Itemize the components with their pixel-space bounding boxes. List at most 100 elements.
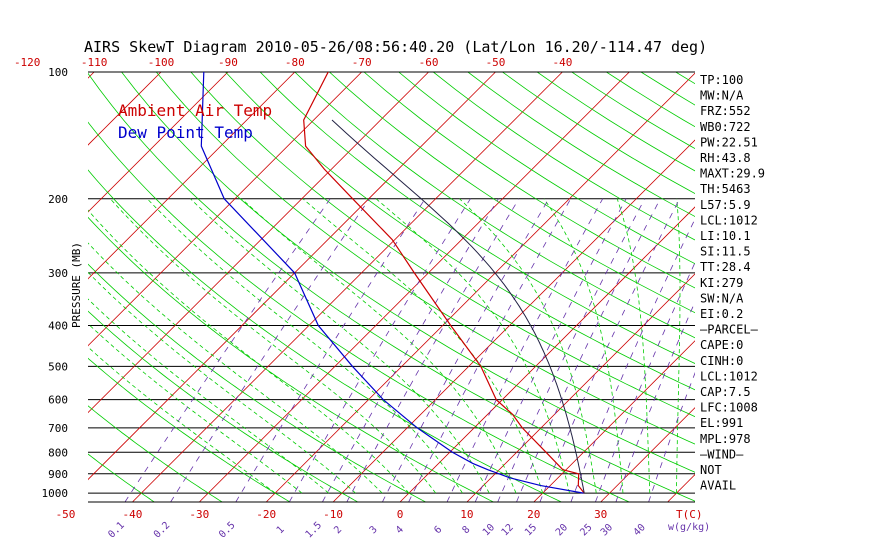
mixing-ratio-tick-label: 0.2 xyxy=(152,520,173,541)
dry-adiabat-line xyxy=(745,72,870,502)
isotherm-line xyxy=(88,72,296,280)
dry-adiabat-line xyxy=(467,72,695,217)
pressure-tick-label: 600 xyxy=(48,394,68,407)
index-entry: EL:991 xyxy=(700,416,743,430)
plot-area xyxy=(88,71,870,503)
dry-adiabat-line xyxy=(88,72,695,502)
pressure-tick-label: 400 xyxy=(48,320,68,333)
mixing-ratio-axis: 0.1 0.2 0.5 1 1.5 2 3 4 6 8 10 12 15 20 25 30 40 w(g/kg) xyxy=(106,520,710,541)
index-entry: TT:28.4 xyxy=(700,260,751,274)
mixing-ratio-tick-label: 0.1 xyxy=(106,520,127,541)
y-axis-label: PRESSURE (MB) xyxy=(70,242,83,328)
moist-adiabat-line xyxy=(302,198,544,494)
bottom-temp-tick-label: -30 xyxy=(189,508,209,521)
mixing-ratio-line xyxy=(595,261,695,502)
dry-adiabat-line xyxy=(88,405,223,502)
isotherm-line xyxy=(88,72,496,481)
mixing-ratio-line xyxy=(474,198,627,502)
dry-adiabat-line xyxy=(88,453,155,502)
dry-adiabat-line xyxy=(88,263,426,502)
index-entry: SW:N/A xyxy=(700,291,744,305)
chart-legend: Ambient Air Temp Dew Point Temp xyxy=(118,101,272,142)
index-entry: EI:0.2 xyxy=(700,307,743,321)
top-temp-tick-label: -70 xyxy=(352,56,372,69)
dry-adiabat-line xyxy=(225,72,695,391)
moist-adiabat-line xyxy=(543,198,624,494)
mixing-ratio-line xyxy=(408,198,572,502)
mixing-ratio-tick-label: 1 xyxy=(275,524,287,536)
mixing-ratio-line xyxy=(615,301,695,502)
dry-adiabat-line xyxy=(398,72,695,265)
mixing-ratio-tick-label: 1.5 xyxy=(304,520,325,541)
mixing-ratio-tick-label: 25 xyxy=(578,522,594,538)
moist-adiabat-line xyxy=(88,242,383,494)
dry-adiabat-line xyxy=(329,72,695,314)
pressure-tick-label: 800 xyxy=(48,446,68,459)
index-entry: TH:5463 xyxy=(700,182,751,196)
bottom-temp-tick-label: 20 xyxy=(527,508,540,521)
bottom-temp-tick-label: -40 xyxy=(122,508,142,521)
isotherm-line xyxy=(88,72,162,146)
isotherm-line xyxy=(199,72,630,502)
index-entry: LCL:1012 xyxy=(700,213,758,227)
pressure-tick-label: 300 xyxy=(48,267,68,280)
dry-adiabat-line xyxy=(88,169,562,502)
pressure-tick-label: 900 xyxy=(48,468,68,481)
mixing-ratio-line xyxy=(170,198,370,502)
mixing-ratio-tick-label: 8 xyxy=(460,524,472,536)
dry-adiabat-line xyxy=(294,72,695,339)
bottom-temp-tick-label: -50 xyxy=(56,508,76,521)
moist-adiabat-line xyxy=(676,198,681,494)
dry-adiabat-line xyxy=(363,72,695,289)
mixing-ratio-line xyxy=(346,198,520,502)
mixing-ratio-line xyxy=(322,198,499,502)
top-temp-tick-label: -80 xyxy=(285,56,305,69)
index-entry: FRZ:552 xyxy=(700,104,751,118)
mixing-ratio-tick-label: 6 xyxy=(432,524,444,536)
bottom-temp-tick-label: 30 xyxy=(594,508,607,521)
isotherm-line xyxy=(667,474,695,502)
dry-adiabat-line xyxy=(780,72,870,502)
mixing-ratio-line xyxy=(539,198,680,502)
index-entry: LI:10.1 xyxy=(700,229,751,243)
dry-adiabat-line xyxy=(88,121,630,502)
mixing-ratio-line xyxy=(516,198,661,502)
pressure-axis: PRESSURE (MB) 100 200 300 400 500 600 700 800 90… xyxy=(42,66,84,500)
top-temp-tick-label: -50 xyxy=(486,56,506,69)
mixing-ratio-line xyxy=(288,198,471,502)
mixing-ratio-tick-label: 4 xyxy=(394,524,406,536)
index-entry: —PARCEL— xyxy=(700,323,759,337)
moist-adiabat-line xyxy=(110,198,437,494)
bottom-temp-tick-label: 10 xyxy=(460,508,473,521)
index-entry: MPL:978 xyxy=(700,432,751,446)
index-entry: —WIND— xyxy=(700,447,744,461)
isotherm-line xyxy=(88,72,229,213)
moist-adiabat-line xyxy=(241,198,517,494)
top-temp-tick-label: -120 xyxy=(14,56,41,69)
mixing-ratio-tick-label: 12 xyxy=(500,522,516,538)
index-entry: LCL:1012 xyxy=(700,369,758,383)
moist-adiabat-line xyxy=(147,198,463,494)
pressure-tick-label: 100 xyxy=(48,66,68,79)
bottom-temp-tick-label: 0 xyxy=(397,508,404,521)
index-entry: MAXT:29.9 xyxy=(700,167,765,181)
mixing-ratio-tick-label: 0.5 xyxy=(217,520,238,541)
dry-adiabat-line xyxy=(155,72,695,445)
pressure-tick-label: 500 xyxy=(48,360,68,373)
isotherm-line xyxy=(88,72,429,414)
mixing-ratio-line xyxy=(124,198,331,502)
legend-ambient: Ambient Air Temp xyxy=(118,101,272,120)
index-entry: NOT xyxy=(700,463,722,477)
index-entry: AVAIL xyxy=(700,479,736,493)
mixing-ratio-line xyxy=(497,198,646,502)
isotherm-line xyxy=(533,340,695,502)
index-entry: MW:N/A xyxy=(700,89,744,103)
grid-lines xyxy=(88,72,870,502)
mixing-ratio-axis-unit: w(g/kg) xyxy=(668,522,710,533)
top-temperature-axis: -120 -110 -100 -90 -80 -70 -60 -50 -40 xyxy=(14,56,572,69)
index-entry: L57:5.9 xyxy=(700,198,751,212)
mixing-ratio-line xyxy=(382,198,550,502)
index-entry: CINH:0 xyxy=(700,354,743,368)
moist-adiabat-line xyxy=(88,209,410,494)
